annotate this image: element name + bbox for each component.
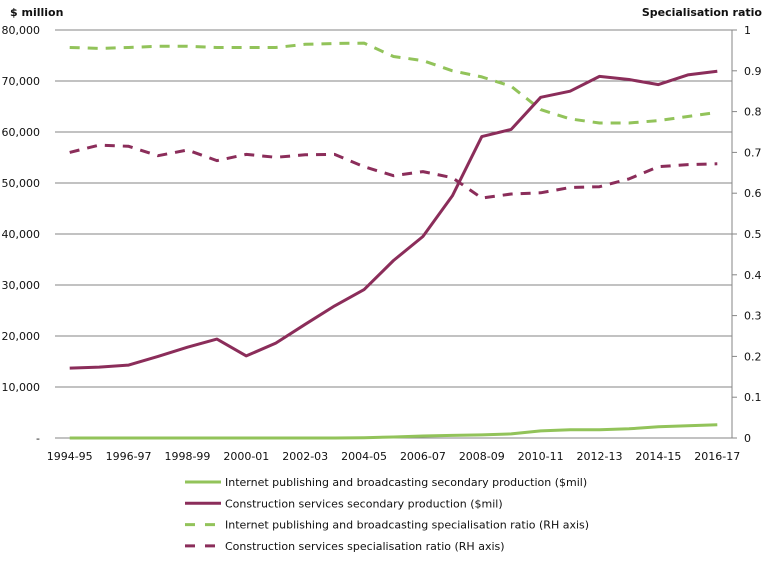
left-tick-label: 60,000 [2, 126, 41, 139]
legend-label: Internet publishing and broadcasting sec… [225, 476, 587, 489]
x-tick-label: 2002-03 [282, 450, 328, 463]
series-line-2 [69, 41, 718, 125]
right-axis-title: Specialisation ratio [642, 6, 762, 19]
right-tick-label: 0.3 [744, 310, 762, 323]
left-axis-title: $ million [10, 6, 63, 19]
right-tick-label: 0.4 [744, 269, 762, 282]
x-tick-label: 1994-95 [47, 450, 93, 463]
legend-label: Construction services specialisation rat… [225, 540, 505, 553]
left-tick-label: - [36, 432, 40, 445]
left-tick-label: 50,000 [2, 177, 41, 190]
right-tick-label: 0.2 [744, 350, 762, 363]
left-tick-label: 40,000 [2, 228, 41, 241]
x-tick-label: 2008-09 [459, 450, 505, 463]
left-tick-label: 10,000 [2, 381, 41, 394]
left-tick-label: 80,000 [2, 24, 41, 37]
series-line-3 [69, 143, 718, 200]
legend-label: Construction services secondary producti… [225, 497, 503, 510]
right-tick-label: 0.9 [744, 65, 762, 78]
series-line-0 [69, 423, 718, 440]
x-tick-label: 2010-11 [518, 450, 564, 463]
x-tick-label: 2016-17 [694, 450, 740, 463]
x-tick-label: 1996-97 [106, 450, 152, 463]
right-tick-label: 0.8 [744, 106, 762, 119]
right-tick-label: 0.5 [744, 228, 762, 241]
right-tick-label: 1 [744, 24, 751, 37]
right-tick-label: 0.7 [744, 146, 762, 159]
left-tick-label: 70,000 [2, 75, 41, 88]
x-tick-label: 2006-07 [400, 450, 446, 463]
right-tick-label: 0.1 [744, 391, 762, 404]
x-tick-label: 2012-13 [577, 450, 623, 463]
x-tick-label: 2014-15 [635, 450, 681, 463]
left-tick-label: 30,000 [2, 279, 41, 292]
x-tick-label: 2004-05 [341, 450, 387, 463]
right-tick-label: 0.6 [744, 187, 762, 200]
right-tick-label: 0 [744, 432, 751, 445]
x-tick-label: 2000-01 [223, 450, 269, 463]
left-tick-label: 20,000 [2, 330, 41, 343]
legend-label: Internet publishing and broadcasting spe… [225, 519, 589, 532]
series-line-1 [69, 69, 718, 370]
x-tick-label: 1998-99 [164, 450, 210, 463]
